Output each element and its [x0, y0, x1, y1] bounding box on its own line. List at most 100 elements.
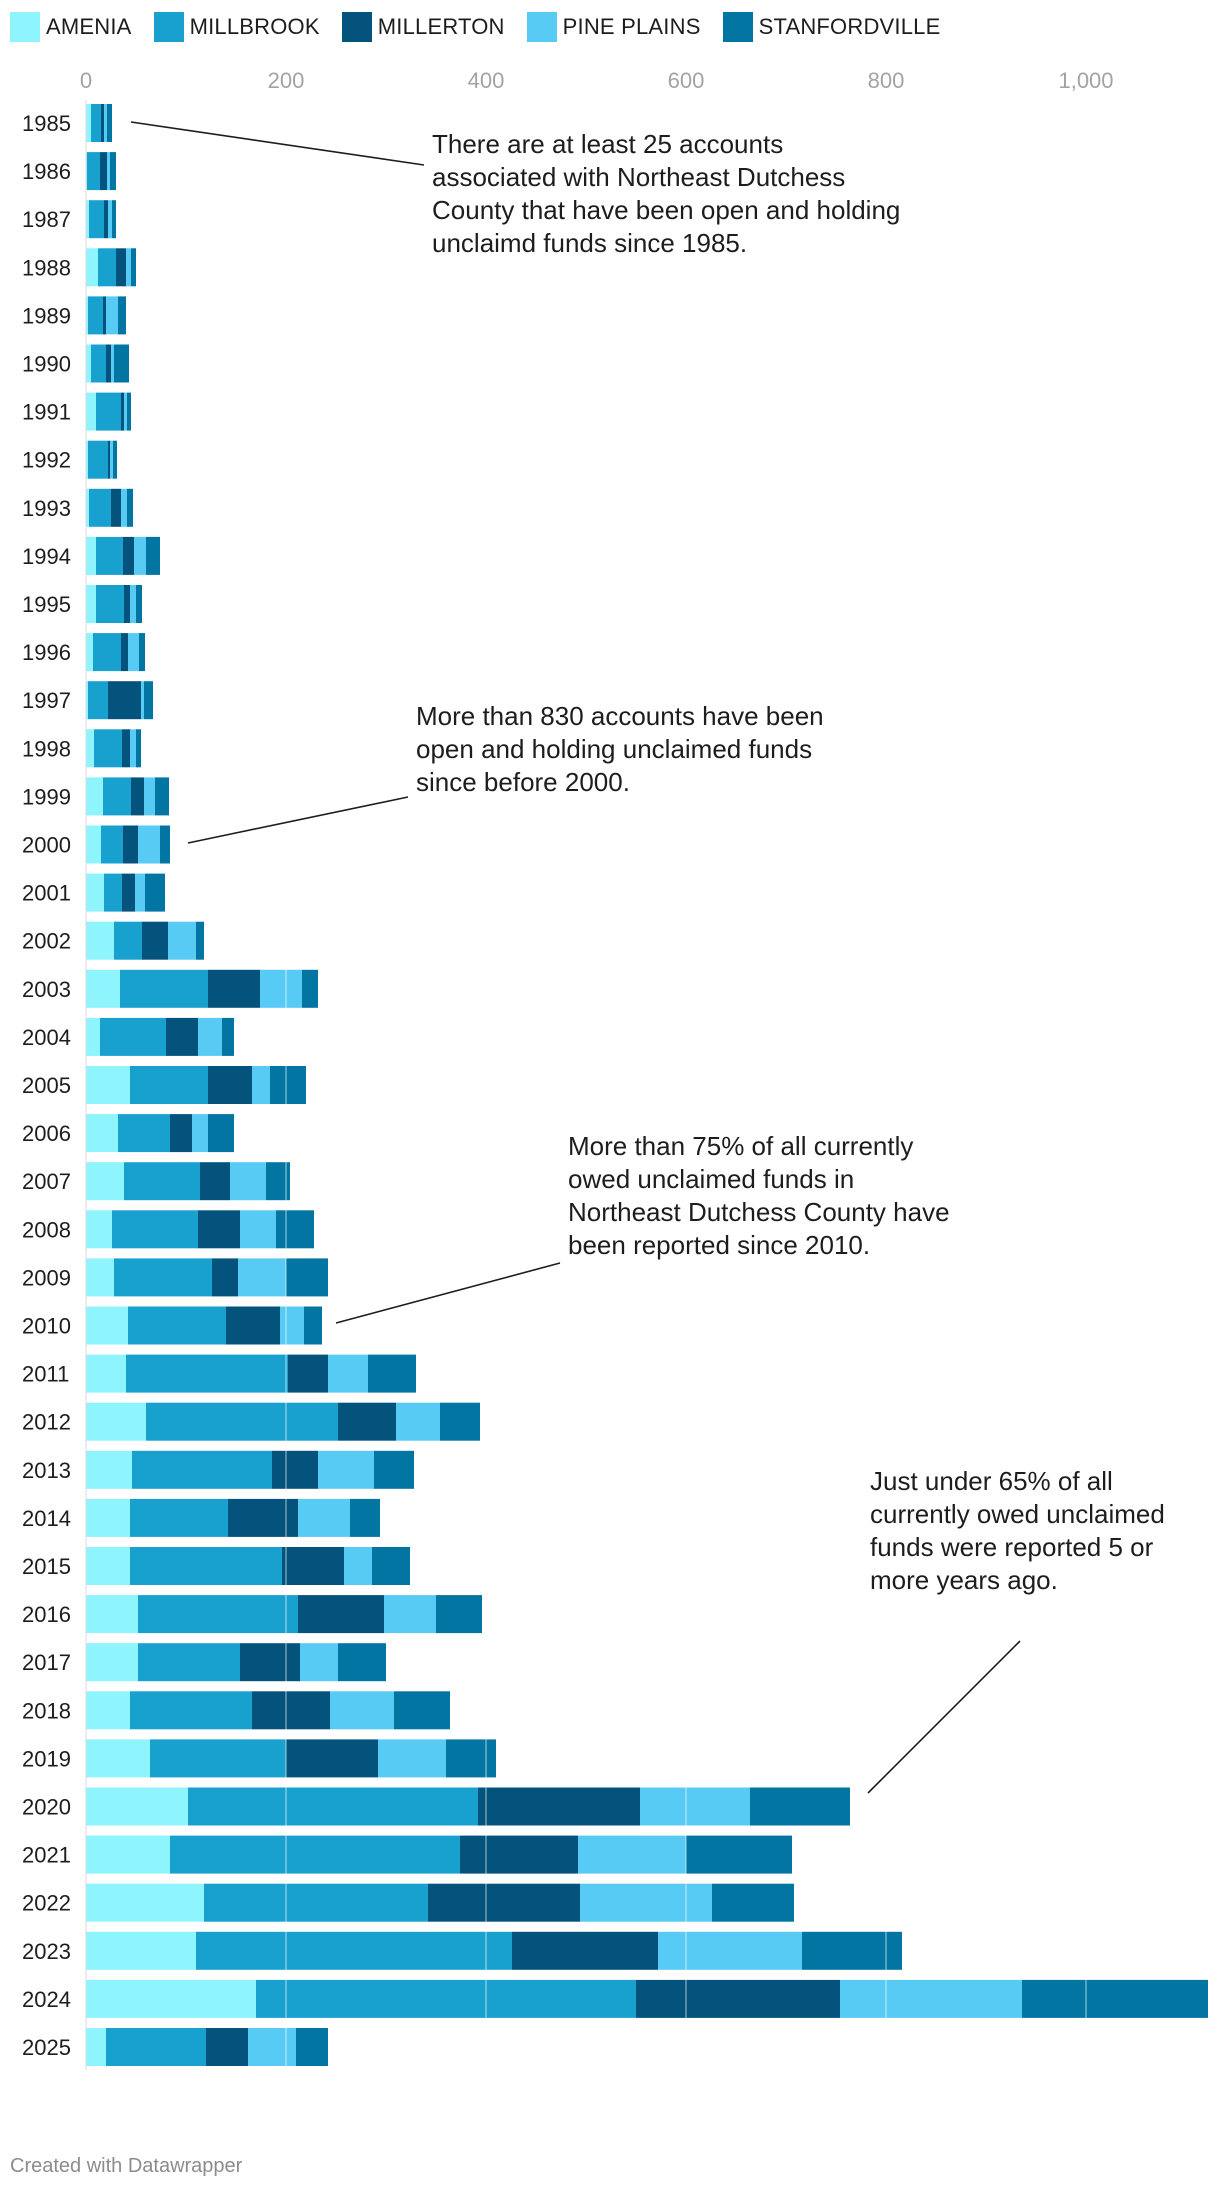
- bar-2019-stanfordville: [446, 1739, 496, 1778]
- bar-2024-millbrook: [256, 1979, 636, 2018]
- bar-2009-millbrook: [114, 1258, 212, 1297]
- bar-1995-millerton: [124, 585, 130, 623]
- bar-1998-millbrook: [94, 729, 122, 768]
- axis-ticks: 0 200 400 600 800 1,000: [80, 68, 1114, 93]
- year-label-2020: 2020: [22, 1795, 71, 1820]
- year-label-1996: 1996: [22, 640, 71, 665]
- annotation-connector-2010: [335, 1262, 561, 1324]
- bar-2001-pine-plains: [135, 873, 145, 912]
- bar-2004-millbrook: [100, 1017, 166, 1056]
- bar-2010-amenia: [86, 1306, 128, 1345]
- year-label-2009: 2009: [22, 1265, 71, 1290]
- year-label-2011: 2011: [22, 1362, 69, 1387]
- bar-2002-millbrook: [114, 921, 142, 960]
- bar-1993-pine-plains: [121, 488, 127, 527]
- year-label-1998: 1998: [22, 736, 71, 761]
- legend-swatch-millbrook: [153, 12, 184, 42]
- bar-1989-stanfordville: [118, 296, 126, 335]
- bar-2022-millerton: [428, 1883, 580, 1922]
- bar-2017-pine-plains: [300, 1643, 338, 1682]
- bar-2011-millerton: [288, 1354, 328, 1393]
- bar-1985-stanfordville: [107, 104, 112, 142]
- bar-2020-pine-plains: [640, 1787, 750, 1826]
- bar-2007-millerton: [200, 1162, 230, 1201]
- annotation-connector-2020: [867, 1640, 1021, 1794]
- legend-item-millbrook: MILLBROOK: [153, 12, 320, 42]
- bar-1989-millerton: [103, 296, 106, 335]
- year-label-2024: 2024: [22, 1987, 71, 2012]
- year-label-2006: 2006: [22, 1121, 71, 1146]
- bar-2000-amenia: [86, 825, 101, 864]
- bar-1999-stanfordville: [155, 777, 169, 816]
- bar-1998-pine-plains: [130, 729, 136, 768]
- bar-1999-amenia: [86, 777, 103, 816]
- bar-2022-amenia: [86, 1883, 204, 1922]
- bar-2024-pine-plains: [840, 1979, 1022, 2018]
- bar-1997-millerton: [108, 681, 141, 720]
- bar-1994-pine-plains: [134, 536, 146, 575]
- bar-2010-millerton: [226, 1306, 280, 1345]
- bar-1987-pine-plains: [108, 200, 112, 239]
- year-label-2013: 2013: [22, 1458, 71, 1483]
- bar-1994-stanfordville: [146, 536, 160, 575]
- credit-line: Created with Datawrapper: [10, 2155, 243, 2177]
- year-label-2022: 2022: [22, 1891, 71, 1916]
- bar-1988-stanfordville: [131, 248, 136, 287]
- legend-label-millbrook: MILLBROOK: [189, 14, 320, 39]
- legend-swatch-stanfordville: [722, 12, 753, 42]
- bar-1993-stanfordville: [127, 488, 133, 527]
- bar-1994-millerton: [123, 536, 134, 575]
- year-label-2021: 2021: [22, 1843, 71, 1868]
- bar-1985-millbrook: [91, 104, 101, 142]
- bar-2025-millerton: [206, 2028, 248, 2066]
- bar-2012-amenia: [86, 1402, 146, 1441]
- bar-2017-stanfordville: [338, 1643, 386, 1682]
- bar-1988-pine-plains: [126, 248, 131, 287]
- bar-2019-millbrook: [150, 1739, 286, 1778]
- bar-2015-pine-plains: [344, 1547, 372, 1585]
- bar-2009-millerton: [212, 1258, 238, 1297]
- bar-1992-pine-plains: [110, 440, 113, 479]
- bar-2000-millerton: [123, 825, 138, 864]
- annotation-since-2010: More than 75% of all currently owed uncl…: [568, 1131, 950, 1260]
- bar-2006-millbrook: [118, 1114, 170, 1153]
- bar-1992-millerton: [108, 440, 110, 479]
- bar-2003-stanfordville: [302, 969, 318, 1008]
- bar-1997-stanfordville: [144, 681, 153, 720]
- bar-2010-millbrook: [128, 1306, 226, 1345]
- bar-2015-millerton: [282, 1547, 344, 1585]
- bar-1990-stanfordville: [114, 344, 129, 383]
- bar-2023-millbrook: [196, 1931, 512, 1970]
- bar-2011-millbrook: [126, 1354, 288, 1393]
- bar-2019-pine-plains: [378, 1739, 446, 1778]
- annotation-five-years: Just under 65% of all currently owed unc…: [870, 1466, 1165, 1595]
- bar-2003-millerton: [208, 969, 260, 1008]
- bar-2018-pine-plains: [330, 1691, 394, 1730]
- bar-2023-amenia: [86, 1931, 196, 1970]
- year-label-2008: 2008: [22, 1217, 71, 1242]
- bar-2021-stanfordville: [686, 1835, 792, 1874]
- bar-1992-amenia: [86, 440, 88, 479]
- year-label-2002: 2002: [22, 929, 71, 954]
- year-label-2000: 2000: [22, 833, 71, 858]
- x-tick-label-600: 600: [668, 68, 705, 93]
- bar-1997-pine-plains: [141, 681, 144, 720]
- bar-1991-pine-plains: [124, 392, 127, 431]
- year-label-2004: 2004: [22, 1025, 71, 1050]
- bar-2010-pine-plains: [280, 1306, 304, 1345]
- bar-2022-millbrook: [204, 1883, 428, 1922]
- bar-2023-pine-plains: [658, 1931, 802, 1970]
- bar-1995-millbrook: [96, 585, 124, 623]
- bar-2017-amenia: [86, 1643, 138, 1682]
- bar-1997-amenia: [86, 681, 88, 720]
- bar-2025-pine-plains: [248, 2028, 296, 2066]
- year-label-1987: 1987: [22, 207, 71, 232]
- bar-2006-millerton: [170, 1114, 192, 1153]
- year-label-1989: 1989: [22, 303, 71, 328]
- bar-2004-amenia: [86, 1017, 100, 1056]
- legend-label-stanfordville: STANFORDVILLE: [758, 14, 941, 39]
- year-label-1992: 1992: [22, 448, 71, 473]
- bar-2006-stanfordville: [208, 1114, 234, 1153]
- bar-2007-pine-plains: [230, 1162, 266, 1201]
